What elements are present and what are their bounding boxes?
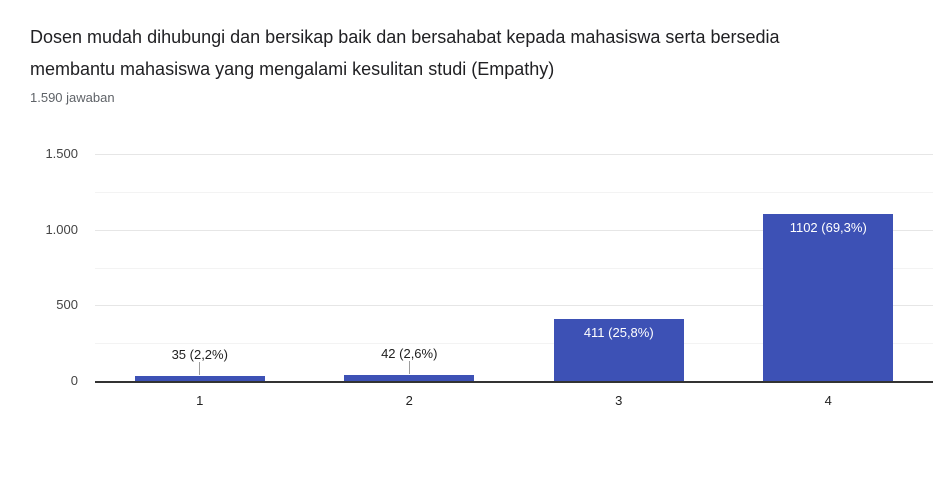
bar-chart: 0 500 1.000 1.500 35 (2,2%) 42 (2,6%) 411 (25… [0, 130, 940, 430]
x-tick-label: 1 [196, 393, 204, 408]
bar-category-4 [763, 214, 894, 381]
bar-value-label: 411 (25,8%) [583, 324, 654, 340]
bar-value-label: 42 (2,6%) [381, 345, 438, 361]
bar-category-1 [134, 375, 265, 381]
label-callout-stem [408, 360, 410, 374]
x-tick-label: 4 [824, 393, 832, 408]
bar-category-3 [553, 318, 684, 381]
major-gridline [95, 154, 933, 155]
bar-value-label: 35 (2,2%) [171, 346, 228, 362]
minor-gridline [95, 267, 933, 269]
plot-area: 35 (2,2%) 42 (2,6%) 411 (25,8%) 1102 (69,3%… [95, 154, 933, 383]
y-tick-label: 1.000 [45, 221, 78, 237]
minor-gridline [95, 343, 933, 345]
minor-gridline [95, 191, 933, 193]
x-tick-label: 3 [615, 393, 623, 408]
y-tick-label: 1.500 [45, 146, 78, 161]
question-title: Dosen mudah dihubungi dan bersikap baik … [30, 27, 780, 79]
bar-value-label: 1102 (69,3%) [789, 220, 867, 236]
bar-category-2 [344, 374, 475, 381]
x-axis: 1 2 3 4 [95, 391, 933, 409]
major-gridline [95, 305, 933, 307]
x-tick-label: 2 [405, 393, 413, 408]
y-axis: 0 500 1.000 1.500 [0, 146, 78, 388]
label-callout-stem [199, 361, 201, 375]
response-count: 1.590 jawaban [30, 90, 115, 105]
major-gridline [95, 229, 933, 231]
y-tick-label: 0 [70, 373, 78, 388]
y-tick-label: 500 [56, 297, 78, 313]
